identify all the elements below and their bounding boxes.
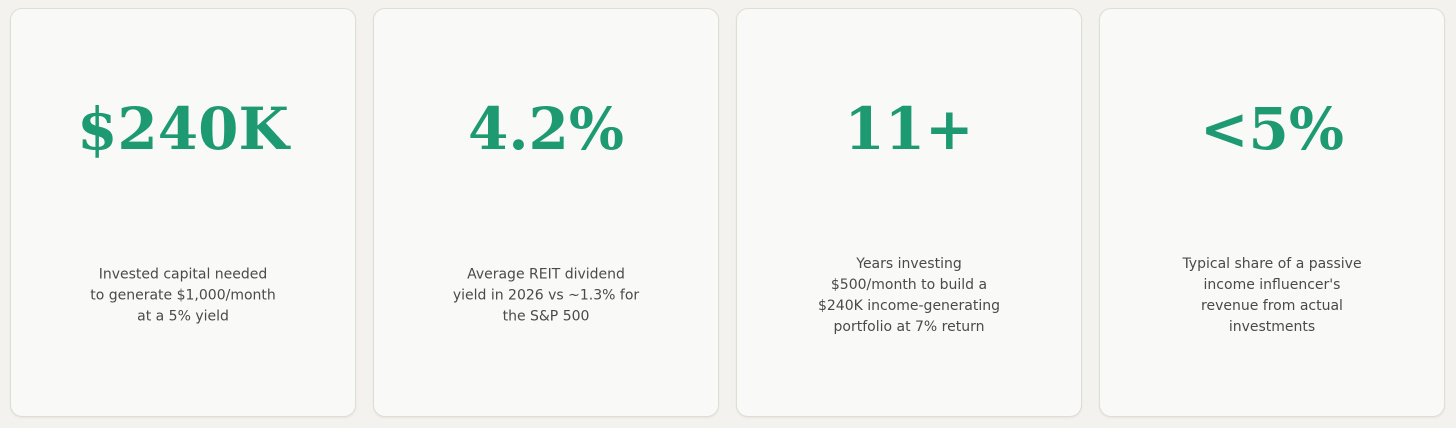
description-line: portfolio at 7% return — [833, 319, 985, 335]
description-line: revenue from actual — [1201, 298, 1343, 314]
stat-card: 11+ Years investing $500/month to build a $… — [736, 8, 1082, 417]
description-line: the S&P 500 — [502, 308, 590, 325]
description-line: income influencer's — [1203, 277, 1341, 293]
stat-card: <5% Typical share of a passive income infl… — [1099, 8, 1445, 417]
description-line: Average REIT dividend — [467, 266, 625, 283]
description-line: at a 5% yield — [137, 308, 229, 325]
stat-card: 4.2% Average REIT dividend yield in 2026 v… — [373, 8, 719, 417]
description-line: $500/month to build a — [830, 277, 988, 293]
description-line: yield in 2026 vs ~1.3% for — [452, 287, 640, 304]
stat-description: Invested capital needed to generate $1,00… — [11, 265, 355, 328]
description-line: $240K income-generating — [817, 298, 1001, 314]
stat-description: Average REIT dividend yield in 2026 vs ~1… — [374, 265, 718, 328]
stat-value: <5% — [1199, 95, 1345, 163]
stat-value: 4.2% — [467, 95, 625, 163]
stat-description: Typical share of a passive income influen… — [1100, 254, 1444, 338]
description-line: Invested capital needed — [98, 266, 268, 283]
description-line: investments — [1228, 319, 1316, 335]
stat-description: Years investing $500/month to build a $240… — [737, 254, 1081, 338]
stat-value: 11+ — [844, 95, 974, 163]
stat-value: $240K — [77, 95, 289, 163]
description-line: Typical share of a passive — [1182, 256, 1362, 272]
description-line: to generate $1,000/month — [90, 287, 276, 304]
stat-card: $240K Invested capital needed to generate … — [10, 8, 356, 417]
description-line: Years investing — [856, 256, 962, 272]
